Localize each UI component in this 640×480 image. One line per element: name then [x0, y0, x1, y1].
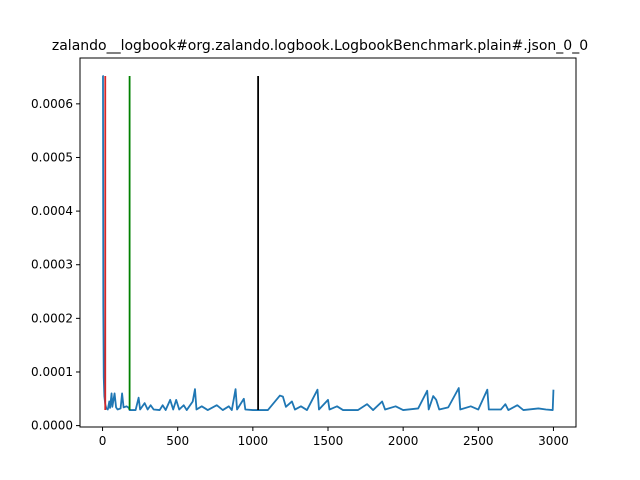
- y-tick-label: 0.0001: [31, 365, 73, 379]
- y-axis: 0.0000 0.0001 0.0002 0.0003 0.0004 0.0005 0.00…: [31, 97, 80, 433]
- chart-title: zalando__logbook#org.zalando.logbook.Log…: [52, 38, 588, 54]
- x-axis: 0 500 1000 1500 2000 2500 3000: [99, 427, 569, 448]
- series-line-0: [102, 75, 555, 411]
- x-tick-label: 3000: [538, 434, 569, 448]
- x-tick-label: 2000: [388, 434, 419, 448]
- y-tick-label: 0.0005: [31, 150, 73, 164]
- x-tick-label: 1500: [313, 434, 344, 448]
- x-tick-label: 2500: [463, 434, 494, 448]
- y-tick-label: 0.0003: [31, 258, 73, 272]
- x-tick-label: 0: [99, 434, 107, 448]
- y-tick-label: 0.0004: [31, 204, 73, 218]
- plot-area-frame: [79, 57, 577, 428]
- y-tick-label: 0.0000: [31, 419, 73, 433]
- x-tick-label: 500: [166, 434, 189, 448]
- y-tick-label: 0.0002: [31, 311, 73, 325]
- y-tick-label: 0.0006: [31, 97, 73, 111]
- x-tick-label: 1000: [238, 434, 269, 448]
